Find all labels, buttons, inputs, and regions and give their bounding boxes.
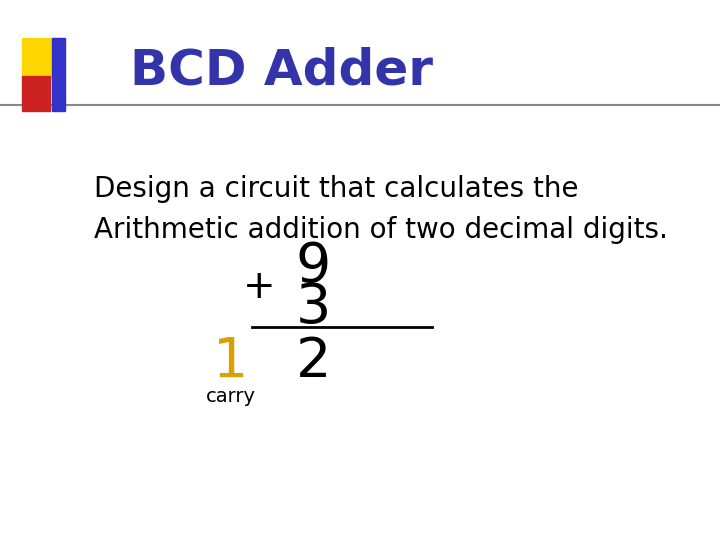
Text: BCD Adder: BCD Adder bbox=[130, 46, 433, 94]
Text: Arithmetic addition of two decimal digits.: Arithmetic addition of two decimal digit… bbox=[94, 215, 667, 244]
Text: carry: carry bbox=[205, 387, 256, 407]
Text: 1: 1 bbox=[213, 335, 248, 389]
Text: 9: 9 bbox=[296, 240, 330, 294]
Text: Design a circuit that calculates the: Design a circuit that calculates the bbox=[94, 175, 578, 203]
Text: 2: 2 bbox=[295, 335, 331, 389]
Text: +: + bbox=[243, 268, 276, 306]
Text: 3: 3 bbox=[295, 281, 331, 335]
